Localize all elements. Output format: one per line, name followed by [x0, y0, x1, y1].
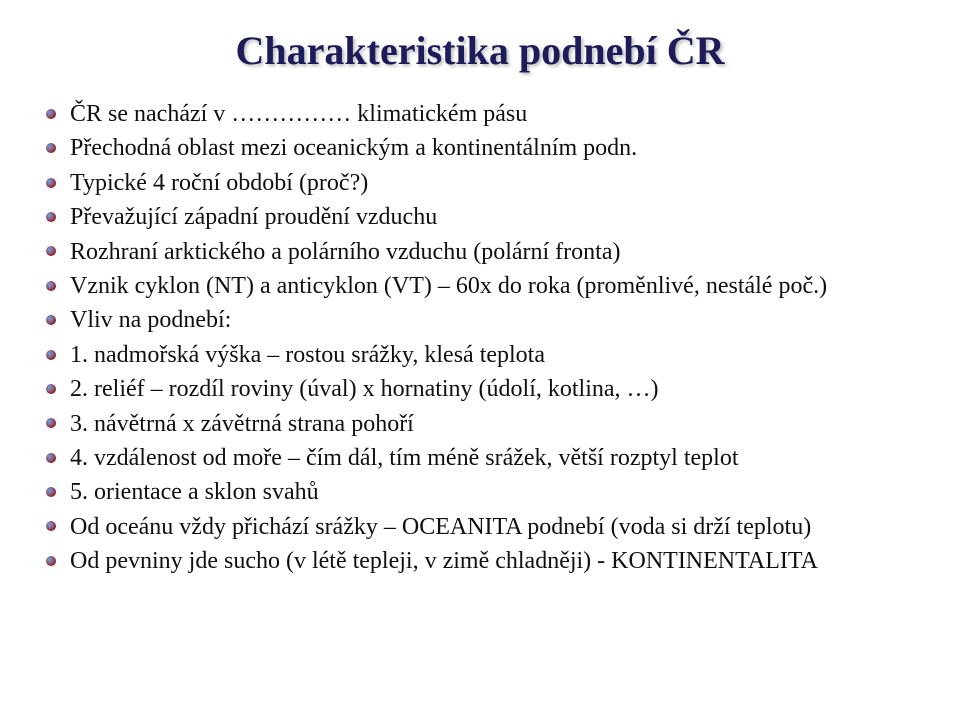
- bullet-item: 5. orientace a sklon svahů: [44, 476, 916, 508]
- bullet-text: 3. návětrná x závětrná strana pohoří: [70, 411, 414, 437]
- bullet-text: 5. orientace a sklon svahů: [70, 479, 319, 505]
- bullet-text: 2. reliéf – rozdíl roviny (úval) x horna…: [70, 376, 659, 402]
- bullet-item: Přechodná oblast mezi oceanickým a konti…: [44, 132, 916, 164]
- bullet-item: 4. vzdálenost od moře – čím dál, tím mén…: [44, 442, 916, 474]
- bullet-item: Vznik cyklon (NT) a anticyklon (VT) – 60…: [44, 270, 916, 302]
- bullet-text: Vliv na podnebí:: [70, 307, 231, 333]
- bullet-text: 4. vzdálenost od moře – čím dál, tím mén…: [70, 445, 738, 471]
- bullet-text: Rozhraní arktického a polárního vzduchu …: [70, 239, 620, 265]
- bullet-list: ČR se nachází v …………… klimatickém pásu P…: [44, 98, 916, 577]
- bullet-item: 1. nadmořská výška – rostou srážky, kles…: [44, 339, 916, 371]
- slide-title: Charakteristika podnebí ČR: [44, 28, 916, 74]
- slide: Charakteristika podnebí ČR ČR se nachází…: [0, 0, 960, 707]
- bullet-item: 3. návětrná x závětrná strana pohoří: [44, 408, 916, 440]
- bullet-text: Od oceánu vždy přichází srážky – OCEANIT…: [70, 514, 811, 540]
- bullet-item: Vliv na podnebí:: [44, 304, 916, 336]
- bullet-text: ČR se nachází v …………… klimatickém pásu: [70, 101, 527, 127]
- bullet-item: 2. reliéf – rozdíl roviny (úval) x horna…: [44, 373, 916, 405]
- bullet-item: Typické 4 roční období (proč?): [44, 167, 916, 199]
- bullet-item: Převažující západní proudění vzduchu: [44, 201, 916, 233]
- bullet-text: Vznik cyklon (NT) a anticyklon (VT) – 60…: [70, 273, 827, 299]
- bullet-item: Od pevniny jde sucho (v létě tepleji, v …: [44, 545, 916, 577]
- bullet-text: Typické 4 roční období (proč?): [70, 170, 368, 196]
- bullet-text: Převažující západní proudění vzduchu: [70, 204, 437, 230]
- bullet-text: Od pevniny jde sucho (v létě tepleji, v …: [70, 548, 818, 574]
- bullet-item: ČR se nachází v …………… klimatickém pásu: [44, 98, 916, 130]
- bullet-item: Rozhraní arktického a polárního vzduchu …: [44, 236, 916, 268]
- bullet-text: 1. nadmořská výška – rostou srážky, kles…: [70, 342, 545, 368]
- bullet-item: Od oceánu vždy přichází srážky – OCEANIT…: [44, 511, 916, 543]
- bullet-text: Přechodná oblast mezi oceanickým a konti…: [70, 135, 637, 161]
